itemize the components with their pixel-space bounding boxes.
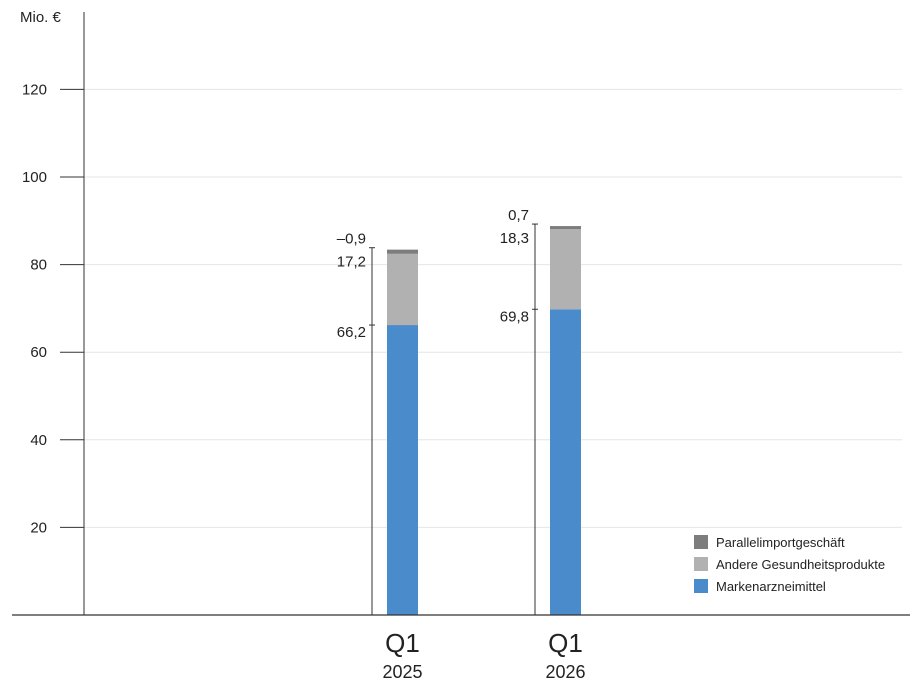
legend-label: Parallelimportgeschäft bbox=[716, 535, 845, 550]
x-axis: Q1 2025 Q1 2026 bbox=[12, 614, 910, 682]
legend-swatch bbox=[694, 557, 708, 571]
y-axis-label: Mio. € bbox=[20, 9, 62, 26]
y-tick-label: 40 bbox=[30, 432, 47, 449]
legend-label: Andere Gesundheitsprodukte bbox=[716, 557, 885, 572]
legend-label: Markenarzneimittel bbox=[716, 579, 826, 594]
gridlines bbox=[84, 88, 902, 528]
y-tick-label: 100 bbox=[22, 169, 47, 186]
data-label-parallelimportgeschaeft: 0,7 bbox=[508, 207, 529, 224]
x-category-sublabel: 2026 bbox=[545, 662, 585, 682]
legend: Parallelimportgeschäft Andere Gesundheits… bbox=[694, 535, 885, 594]
legend-swatch bbox=[694, 535, 708, 549]
data-label-parallelimportgeschaeft: –0,9 bbox=[337, 231, 366, 248]
bar-markenarzneimittel bbox=[550, 309, 581, 615]
bars: 66,2 17,2 –0,9 69,8 18,3 0,7 bbox=[337, 207, 581, 615]
bar-markenarzneimittel bbox=[387, 325, 418, 615]
y-axis: Mio. € 20 40 60 80 100 120 bbox=[20, 9, 85, 615]
y-tick-label: 20 bbox=[30, 519, 47, 536]
bar-parallelimportgeschaeft bbox=[550, 226, 581, 230]
data-label-andere-gesundheitsprodukte: 17,2 bbox=[337, 254, 366, 271]
y-tick-label: 120 bbox=[22, 81, 47, 98]
y-tick-label: 80 bbox=[30, 257, 47, 274]
bar-andere-gesundheitsprodukte bbox=[387, 249, 418, 326]
data-label-andere-gesundheitsprodukte: 18,3 bbox=[500, 230, 529, 247]
x-category-label: Q1 bbox=[548, 628, 583, 658]
x-category-sublabel: 2025 bbox=[382, 662, 422, 682]
legend-swatch bbox=[694, 579, 708, 593]
bar-parallelimportgeschaeft bbox=[387, 249, 418, 254]
bar-andere-gesundheitsprodukte bbox=[550, 229, 581, 310]
data-label-markenarzneimittel: 66,2 bbox=[337, 324, 366, 341]
y-tick-label: 60 bbox=[30, 344, 47, 361]
x-category-label: Q1 bbox=[385, 628, 420, 658]
data-label-markenarzneimittel: 69,8 bbox=[500, 308, 529, 325]
